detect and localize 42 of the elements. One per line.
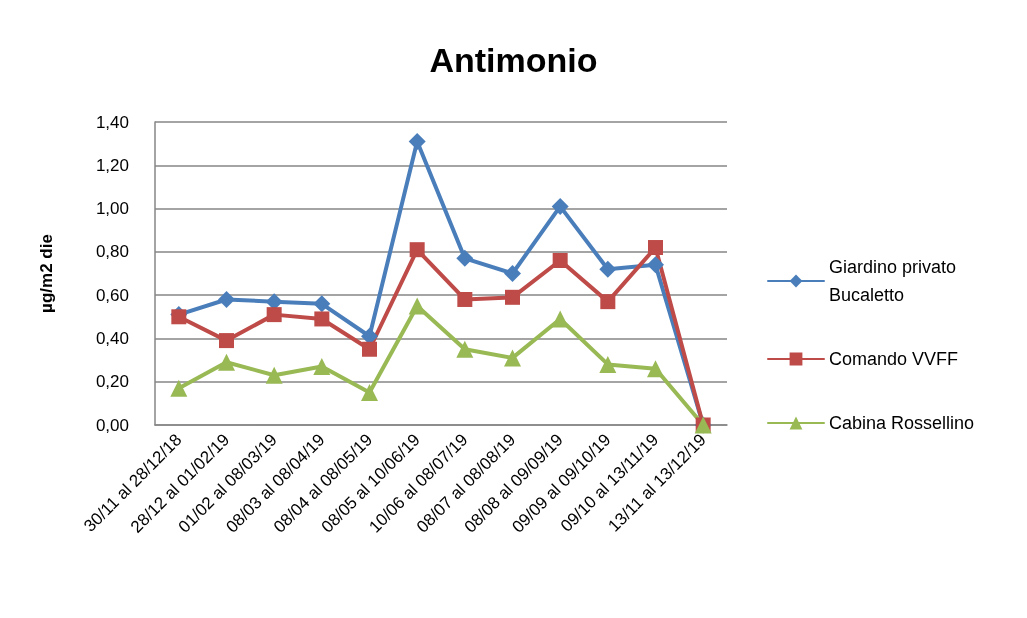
point <box>313 295 331 313</box>
y-tick-label: 1,20 <box>95 155 129 175</box>
point <box>408 132 426 150</box>
point <box>647 256 664 274</box>
point <box>599 260 617 278</box>
point <box>505 289 520 305</box>
y-tick-label: 0,60 <box>95 285 129 305</box>
point <box>648 240 663 256</box>
legend-label: Cabina Rossellino <box>829 413 975 433</box>
point <box>599 355 617 373</box>
y-tick-label: 1,00 <box>95 199 129 219</box>
point <box>170 379 188 397</box>
point <box>361 384 378 402</box>
point <box>552 253 568 269</box>
point <box>456 249 474 267</box>
point <box>265 366 283 384</box>
point <box>647 360 664 378</box>
legend-label: Comando VVFF <box>829 349 959 369</box>
legend-label: Giardino privato Bucaletto <box>829 257 962 305</box>
point <box>504 265 521 282</box>
point <box>218 353 235 371</box>
point <box>408 297 426 315</box>
point <box>314 311 330 327</box>
point <box>313 358 331 376</box>
point <box>409 242 425 258</box>
y-tick-label: 0,80 <box>95 242 129 262</box>
point <box>456 340 474 358</box>
y-tick-label: 0,40 <box>95 328 129 348</box>
y-tick-label: 1,40 <box>95 112 129 132</box>
point <box>219 333 234 349</box>
point <box>504 349 521 367</box>
point <box>362 341 377 357</box>
chart-title: Antimonio <box>429 41 598 79</box>
point <box>266 307 282 323</box>
point <box>551 197 569 215</box>
point <box>218 290 235 308</box>
point <box>551 310 569 328</box>
y-tick-label: 0,00 <box>95 415 129 435</box>
point <box>600 294 616 310</box>
point <box>457 291 473 307</box>
y-tick-label: 0,20 <box>95 372 129 392</box>
y-axis-title: µg/m2 die <box>37 234 56 313</box>
